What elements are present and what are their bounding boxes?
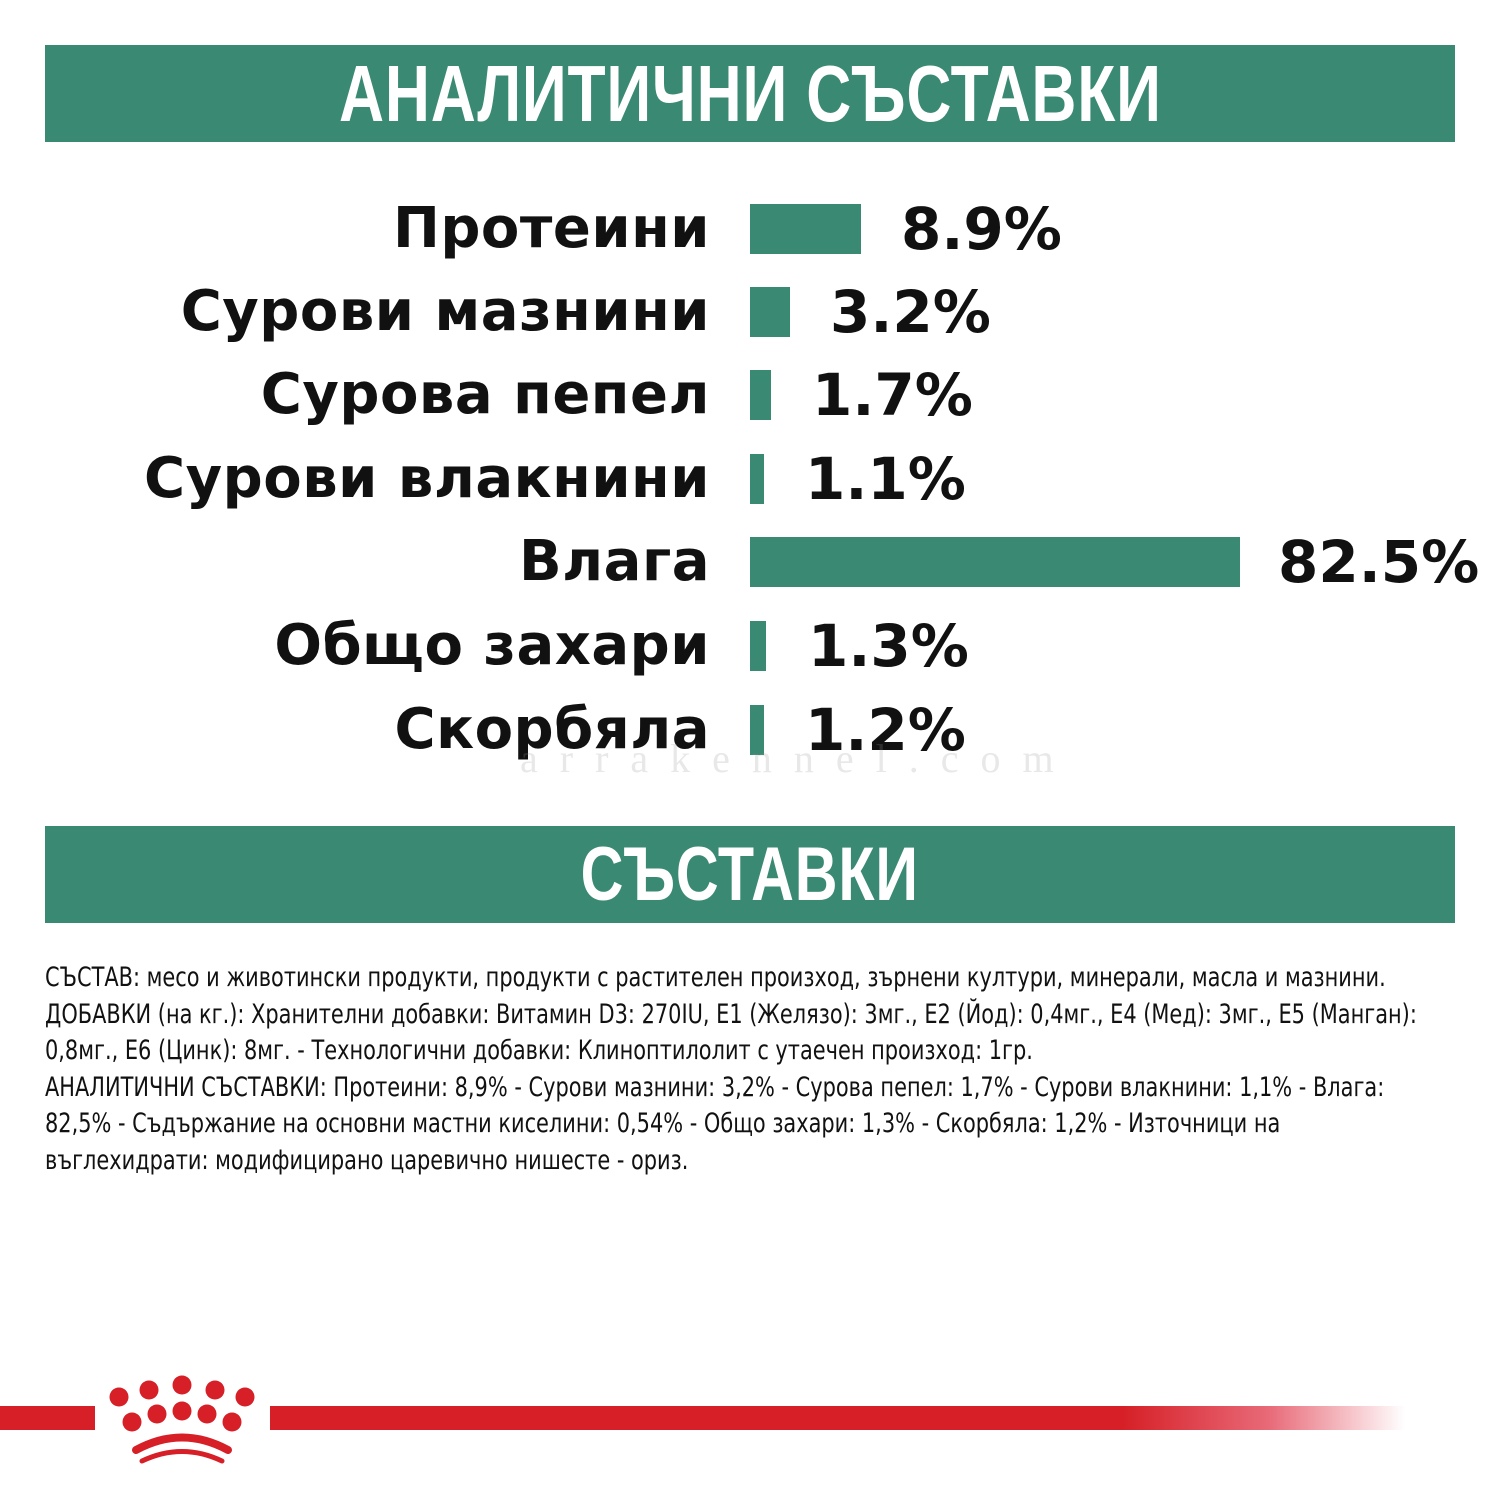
row-value: 1.2% xyxy=(805,696,966,764)
bar xyxy=(750,621,766,671)
ingredients-text: СЪСТАВ: месо и животински продукти, прод… xyxy=(45,960,1445,1179)
royal-canin-crown-icon xyxy=(109,1375,255,1464)
banner-title: АНАЛИТИЧНИ СЪСТАВКИ xyxy=(338,48,1162,138)
row-value: 3.2% xyxy=(830,278,991,346)
bar xyxy=(750,454,764,504)
chart-row: Сурова пепел 1.7% xyxy=(0,362,1500,428)
row-label: Сурова пепел xyxy=(260,362,710,427)
banner-title: СЪСТАВКИ xyxy=(580,832,920,917)
brand-stripe-left xyxy=(0,1406,95,1430)
additives-paragraph: ДОБАВКИ (на кг.): Хранителни добавки: Ви… xyxy=(45,998,1417,1067)
bar xyxy=(750,370,771,420)
composition-paragraph: СЪСТАВ: месо и животински продукти, прод… xyxy=(45,962,1386,993)
row-label: Влага xyxy=(518,529,710,594)
bar xyxy=(750,287,790,337)
row-label: Общо захари xyxy=(274,613,710,678)
analytical-paragraph: АНАЛИТИЧНИ СЪСТАВКИ: Протеини: 8,9% - Су… xyxy=(45,1071,1385,1176)
row-value: 82.5% xyxy=(1278,528,1480,596)
row-label: Сурови влакнини xyxy=(144,446,710,511)
chart-row: Скорбяла 1.2% xyxy=(0,697,1500,763)
chart-row: Общо захари 1.3% xyxy=(0,613,1500,679)
chart-row: Сурови мазнини 3.2% xyxy=(0,279,1500,345)
row-value: 1.7% xyxy=(812,361,973,429)
ingredients-banner: СЪСТАВКИ xyxy=(45,826,1455,923)
row-value: 1.1% xyxy=(805,445,966,513)
chart-row: Протеини 8.9% xyxy=(0,196,1500,262)
bar xyxy=(750,537,1240,587)
analytical-constituents-banner: АНАЛИТИЧНИ СЪСТАВКИ xyxy=(45,45,1455,142)
watermark: arrakennel.com xyxy=(520,736,1076,781)
brand-stripe-right xyxy=(270,1406,1405,1430)
row-value: 8.9% xyxy=(901,195,1062,263)
bar xyxy=(750,204,861,254)
row-label: Протеини xyxy=(392,196,710,261)
row-label: Скорбяла xyxy=(394,697,710,762)
row-label: Сурови мазнини xyxy=(180,279,710,344)
chart-row: Влага 82.5% xyxy=(0,529,1500,595)
bar xyxy=(750,705,764,755)
chart-row: Сурови влакнини 1.1% xyxy=(0,446,1500,512)
row-value: 1.3% xyxy=(808,612,969,680)
